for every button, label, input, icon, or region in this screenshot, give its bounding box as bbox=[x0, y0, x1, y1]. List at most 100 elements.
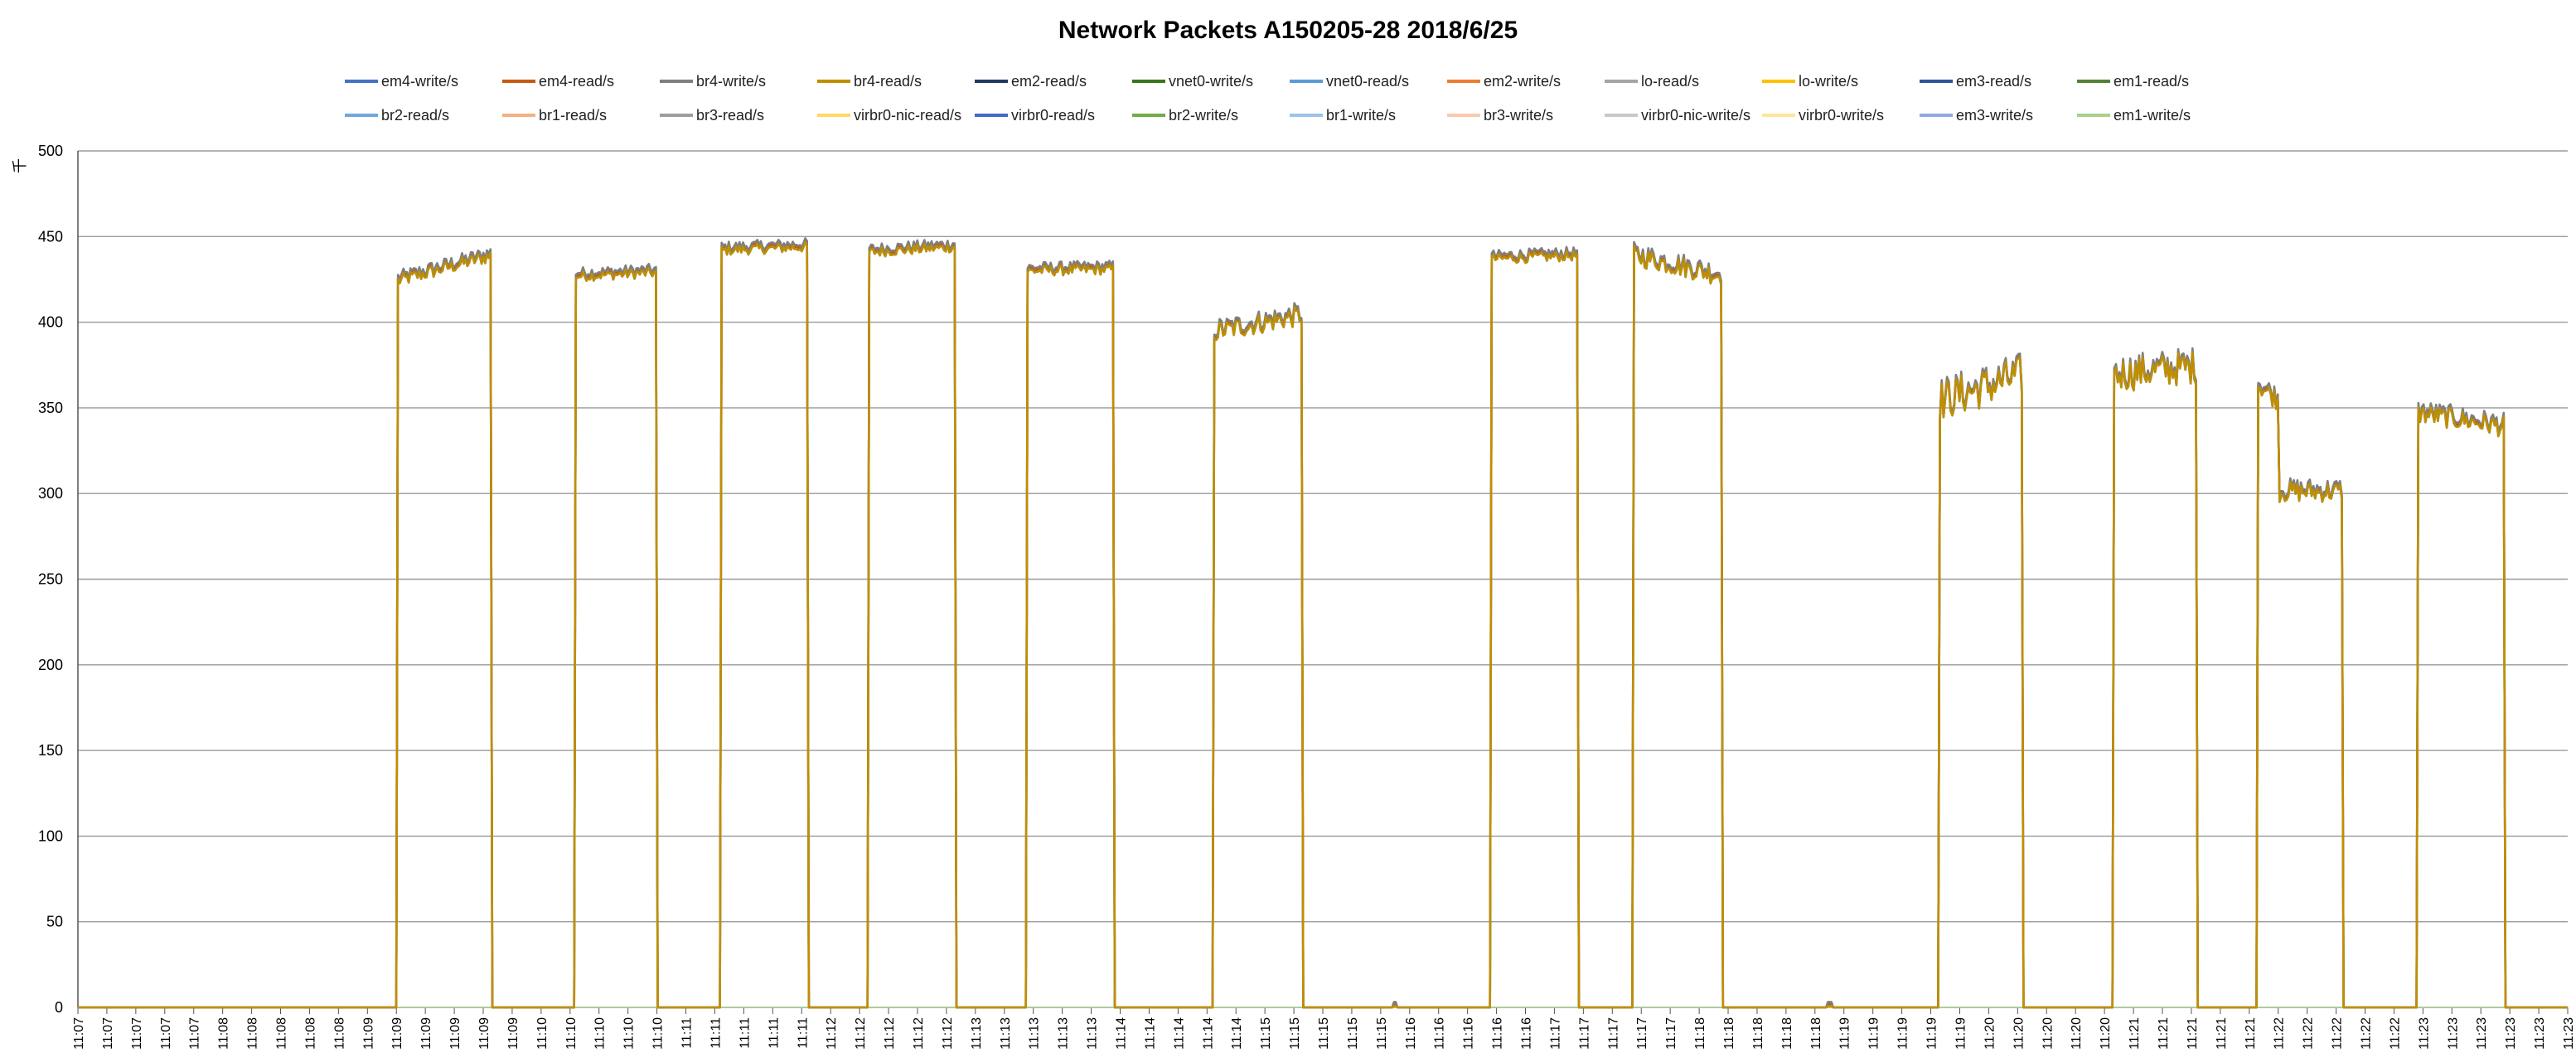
x-tick-label: 11:13 bbox=[1086, 1017, 1100, 1050]
x-tick-label: 11:11 bbox=[767, 1017, 781, 1049]
x-tick-label: 11:11 bbox=[738, 1017, 752, 1049]
legend-label: lo-write/s bbox=[1799, 73, 1858, 90]
legend-item: br3-read/s bbox=[660, 107, 764, 124]
x-tick-label: 11:22 bbox=[2273, 1017, 2287, 1050]
legend-label: br4-read/s bbox=[854, 73, 922, 90]
y-tick-label: 100 bbox=[38, 827, 63, 844]
x-tick-label: 11:16 bbox=[1520, 1017, 1534, 1050]
x-tick-label: 11:09 bbox=[419, 1017, 433, 1050]
y-tick-label: 300 bbox=[38, 485, 63, 502]
legend-item: br4-write/s bbox=[660, 73, 766, 90]
x-tick-label: 11:19 bbox=[1867, 1017, 1881, 1050]
x-tick-label: 11:23 bbox=[2475, 1017, 2489, 1050]
x-tick-label: 11:18 bbox=[1751, 1017, 1765, 1050]
x-tick-label: 11:10 bbox=[593, 1017, 608, 1050]
legend-item: br1-read/s bbox=[502, 107, 607, 124]
x-tick-label: 11:15 bbox=[1288, 1017, 1302, 1050]
legend-item: virbr0-nic-write/s bbox=[1605, 107, 1750, 124]
y-tick-label: 150 bbox=[38, 742, 63, 759]
legend-label: em3-write/s bbox=[1956, 107, 2033, 124]
x-tick-label: 11:22 bbox=[2359, 1017, 2373, 1050]
x-tick-label: 11:07 bbox=[101, 1017, 115, 1050]
legend-label: em1-read/s bbox=[2114, 73, 2189, 90]
x-tick-label: 11:18 bbox=[1809, 1017, 1823, 1050]
series-line bbox=[78, 241, 2568, 1009]
x-tick-label: 11:22 bbox=[2302, 1017, 2316, 1050]
x-tick-label: 11:10 bbox=[651, 1017, 666, 1050]
legend-item: em3-read/s bbox=[1920, 73, 2031, 90]
y-tick-label: 250 bbox=[38, 571, 63, 588]
x-tick-label: 11:07 bbox=[159, 1017, 173, 1050]
x-tick-label: 11:17 bbox=[1635, 1017, 1649, 1050]
x-tick-label: 11:08 bbox=[332, 1017, 346, 1050]
x-tick-label: 11:13 bbox=[1028, 1017, 1042, 1050]
series-line bbox=[78, 239, 2568, 1009]
x-tick-label: 11:10 bbox=[622, 1017, 637, 1050]
legend-label: virbr0-write/s bbox=[1799, 107, 1884, 124]
x-tick-label: 11:19 bbox=[1954, 1017, 1968, 1050]
x-tick-label: 11:14 bbox=[1114, 1017, 1128, 1050]
x-tick-label: 11:08 bbox=[275, 1017, 289, 1050]
x-tick-label: 11:15 bbox=[1346, 1017, 1360, 1050]
x-tick-label: 11:17 bbox=[1664, 1017, 1678, 1050]
x-tick-label: 11:17 bbox=[1606, 1017, 1620, 1050]
legend-item: br2-read/s bbox=[345, 107, 449, 124]
legend-label: br4-write/s bbox=[696, 73, 766, 90]
legend-label: em2-write/s bbox=[1484, 73, 1561, 90]
legend-label: em1-write/s bbox=[2114, 107, 2191, 124]
legend-label: virbr0-nic-read/s bbox=[854, 107, 961, 124]
x-tick-label: 11:09 bbox=[448, 1017, 462, 1050]
legend-item: virbr0-nic-read/s bbox=[817, 107, 961, 124]
x-tick-label: 11:12 bbox=[854, 1017, 868, 1050]
x-tick-label: 11:11 bbox=[680, 1017, 695, 1049]
x-tick-label: 11:19 bbox=[1925, 1017, 1939, 1050]
legend-label: br3-write/s bbox=[1484, 107, 1553, 124]
x-tick-label: 11:23 bbox=[2417, 1017, 2431, 1050]
x-tick-label: 11:21 bbox=[2128, 1017, 2142, 1050]
x-tick-label: 11:14 bbox=[1230, 1017, 1244, 1050]
legend-label: br2-read/s bbox=[381, 107, 449, 124]
x-tick-label: 11:20 bbox=[2099, 1017, 2113, 1050]
legend: em4-write/s em4-read/s br4-write/s br4-read… bbox=[345, 73, 2191, 124]
legend-label: em3-read/s bbox=[1956, 73, 2031, 90]
x-tick-label: 11:14 bbox=[1201, 1017, 1215, 1050]
x-tick-label: 11:23 bbox=[2562, 1017, 2576, 1050]
x-tick-label: 11:09 bbox=[477, 1017, 491, 1050]
grid-lines bbox=[77, 150, 2568, 1008]
x-tick-label: 11:11 bbox=[796, 1017, 810, 1049]
x-tick-label: 11:23 bbox=[2446, 1017, 2460, 1050]
y-tick-label: 500 bbox=[38, 143, 63, 159]
legend-item: br2-write/s bbox=[1132, 107, 1238, 124]
y-tick-label: 50 bbox=[46, 914, 63, 930]
x-axis-ticks: 11:07 11:07 11:07 11:07 11:07 11:08 11:08 11:08… bbox=[72, 1007, 2576, 1050]
x-tick-label: 11:13 bbox=[1057, 1017, 1071, 1050]
x-tick-label: 11:21 bbox=[2215, 1017, 2229, 1050]
x-tick-label: 11:12 bbox=[912, 1017, 926, 1050]
y-axis-ticks: 0 50 100 150 200 250 300 350 400 450 500 bbox=[38, 143, 63, 1016]
legend-item: br1-write/s bbox=[1290, 107, 1396, 124]
legend-label: br1-write/s bbox=[1326, 107, 1396, 124]
x-tick-label: 11:09 bbox=[390, 1017, 404, 1050]
legend-label: vnet0-read/s bbox=[1326, 73, 1409, 90]
legend-item: virbr0-write/s bbox=[1762, 107, 1884, 124]
series-line bbox=[78, 241, 2568, 1009]
x-tick-label: 11:15 bbox=[1317, 1017, 1331, 1050]
y-tick-label: 450 bbox=[38, 228, 63, 245]
legend-item: em1-write/s bbox=[2077, 107, 2191, 124]
x-tick-label: 11:13 bbox=[970, 1017, 984, 1050]
legend-label: lo-read/s bbox=[1641, 73, 1699, 90]
x-tick-label: 11:20 bbox=[2070, 1017, 2084, 1050]
legend-item: em4-read/s bbox=[502, 73, 614, 90]
legend-label: vnet0-write/s bbox=[1169, 73, 1253, 90]
x-tick-label: 11:12 bbox=[883, 1017, 897, 1050]
legend-item: em2-read/s bbox=[975, 73, 1087, 90]
legend-item: em4-write/s bbox=[345, 73, 458, 90]
x-tick-label: 11:15 bbox=[1375, 1017, 1389, 1050]
x-tick-label: 11:09 bbox=[361, 1017, 375, 1050]
x-tick-label: 11:09 bbox=[506, 1017, 521, 1050]
legend-item: em1-read/s bbox=[2077, 73, 2189, 90]
x-tick-label: 11:07 bbox=[188, 1017, 202, 1050]
x-tick-label: 11:10 bbox=[535, 1017, 550, 1050]
x-tick-label: 11:23 bbox=[2533, 1017, 2547, 1050]
